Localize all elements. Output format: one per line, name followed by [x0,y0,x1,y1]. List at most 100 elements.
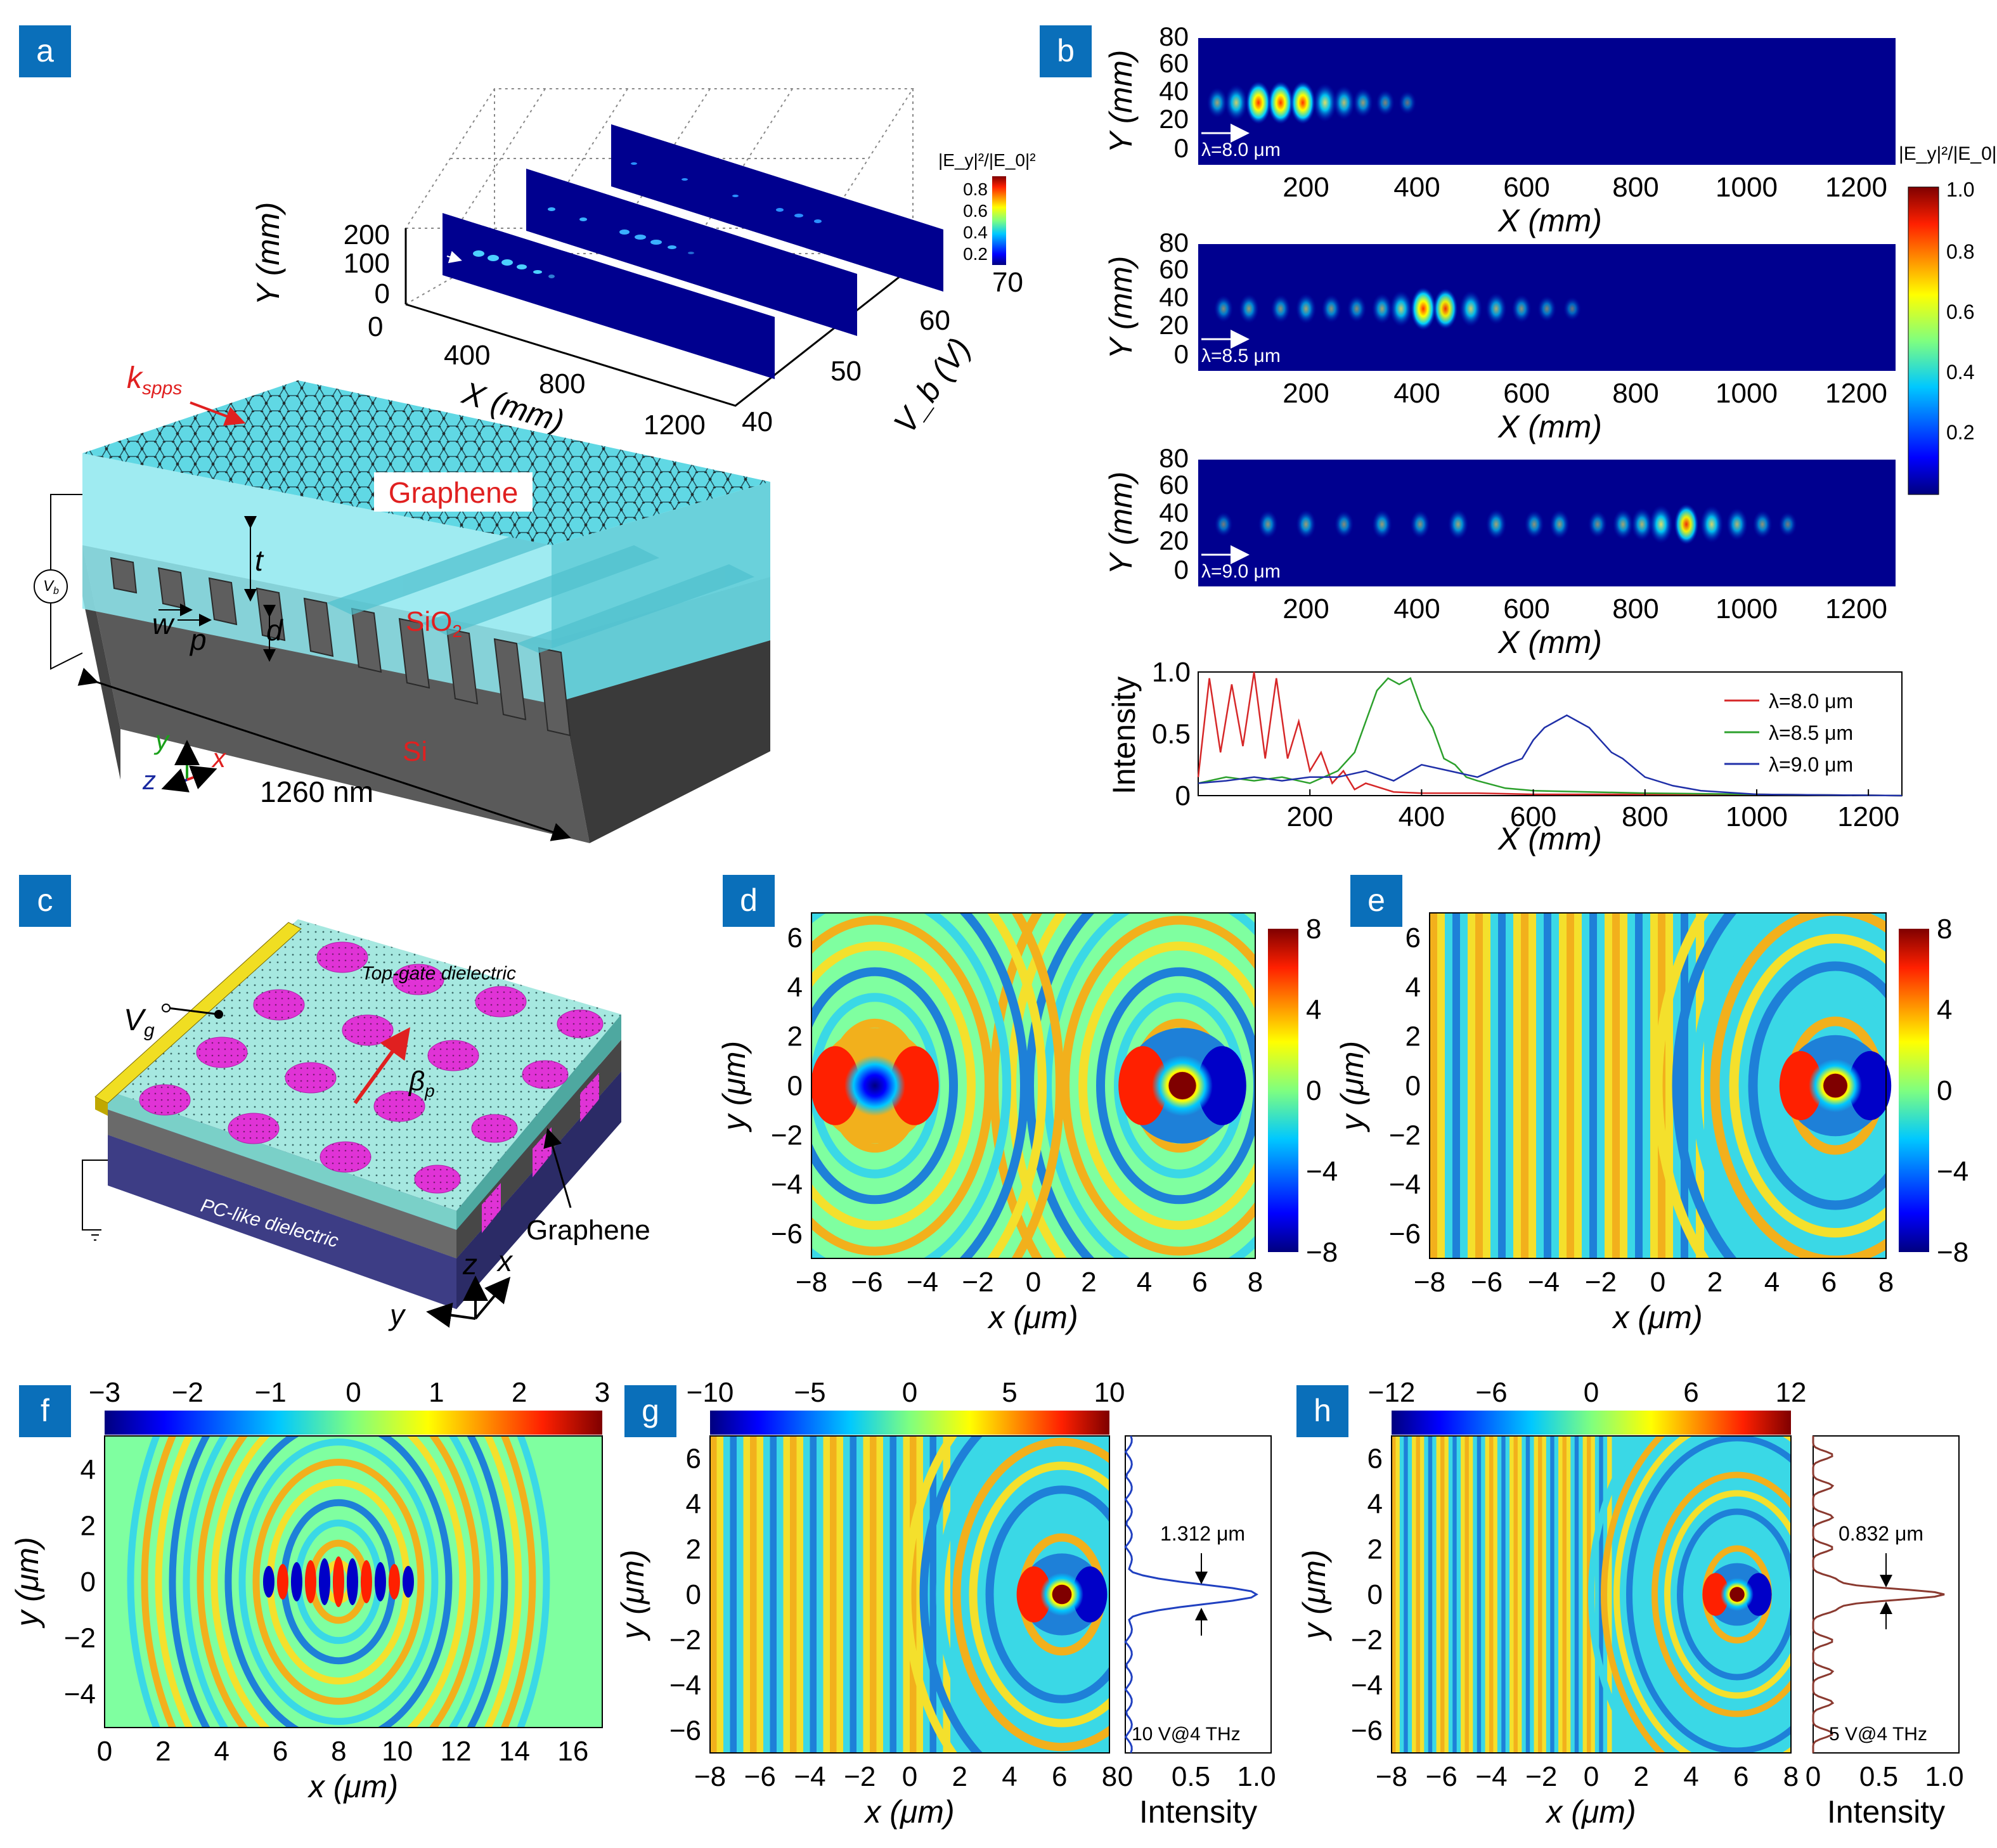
b-map-spot [1537,295,1556,322]
g-cbtick: 5 [1002,1377,1017,1408]
h-cbtick: 6 [1683,1377,1698,1408]
panel-g-label: g [642,1393,659,1428]
a-zlabel: V_b (V) [887,332,978,440]
a-colorbar [992,176,1006,265]
b-cbtick: 1.0 [1946,178,1974,201]
c-axis-x: x [496,1244,514,1277]
e-cbtick: −8 [1937,1237,1968,1268]
b-ytick: 0 [1174,133,1189,163]
stripe [850,1436,857,1753]
h-profile-xtick: 1.0 [1925,1761,1963,1792]
stripe [1501,1436,1506,1753]
b-ytick: 20 [1159,526,1189,555]
stripe [910,1436,917,1753]
f-cbtick: 0 [346,1377,361,1408]
a-xtick: 400 [444,340,490,371]
b-ylabel: Y (mm) [1103,50,1139,153]
h-xtick: 8 [1783,1761,1799,1792]
f-xtick: 2 [155,1736,171,1767]
b-map-spot [1410,510,1430,539]
plot-frame [104,1435,603,1728]
vg-label: Vg [124,1004,155,1041]
d-xtick: 6 [1192,1267,1207,1298]
stripe [823,1436,830,1753]
stripe [1528,913,1537,1258]
stripe [1582,913,1590,1258]
b-map-spot [1524,510,1544,539]
beta-label: βp [408,1066,435,1101]
focus-lobe [1849,1050,1892,1121]
b-map-spot [1631,508,1653,541]
wave-front [155,1436,522,1728]
h-profile-line [1812,1435,1945,1754]
stripe [1627,913,1636,1258]
b-xtick: 800 [1612,378,1658,409]
stripe [1445,913,1453,1258]
e-ytick: −4 [1389,1169,1421,1200]
stripe [1493,1436,1498,1753]
plot-frame [1429,912,1887,1259]
e-xtick: 8 [1878,1267,1894,1298]
e-xtick: −6 [1471,1267,1503,1298]
a-ytick: 100 [344,248,390,279]
stripe [1416,1436,1421,1753]
a-ztick: 40 [742,406,773,437]
d-cbtick: 0 [1306,1075,1321,1106]
stripe [1554,1436,1560,1753]
b-colorbar-label: |E_y|²/|E_0|² [1899,143,1997,164]
g-xtick: −8 [694,1761,726,1792]
stripe [1497,1436,1503,1753]
h-cbtick: 0 [1584,1377,1599,1408]
stripe [843,1436,851,1753]
b-ylabel: Y (mm) [1103,256,1139,359]
b-map-spot [1239,294,1259,324]
b-xtick: 200 [1283,172,1329,203]
stripe [750,1436,758,1753]
h-xtick: −2 [1525,1761,1557,1792]
stripe [1522,1436,1527,1753]
h-xtick: 2 [1634,1761,1649,1792]
d-cbtick: −4 [1306,1156,1338,1187]
length-arrow [77,668,571,841]
f-ytick: 0 [81,1567,96,1598]
b-ytick: 40 [1159,498,1189,527]
stripe [1473,1436,1478,1753]
e-ytick: −6 [1389,1218,1421,1250]
f-cbtick: −2 [172,1377,204,1408]
stripe [1444,1436,1449,1753]
f-xtick: 12 [441,1736,472,1767]
b-ytick: 80 [1159,22,1189,51]
b-xtick: 1200 [1825,593,1887,624]
wave-front [1664,1490,1791,1699]
stripe [883,1436,891,1753]
g-profile-xtick: 1.0 [1237,1761,1276,1792]
wave-front [127,1436,550,1728]
stripe [796,1436,804,1753]
h-cbtick: −6 [1475,1377,1507,1408]
wave-front [210,1436,467,1728]
f-lobe [402,1566,414,1598]
a-colorbar-label: |E_y|²/|E_0|² [938,150,1036,170]
stripe [1485,1436,1490,1753]
a-cbtick: 0.4 [963,223,988,242]
f-cbtick: 2 [512,1377,527,1408]
f-xtick: 14 [499,1736,530,1767]
stripe [896,1436,904,1753]
h-xtick: −8 [1376,1761,1407,1792]
stripe [1412,1436,1417,1753]
stripe [1546,1436,1551,1753]
g-profile-xtick: 0 [1118,1761,1133,1792]
stripe [1440,1436,1445,1753]
b-xtick: 400 [1393,172,1440,203]
a-xtick: 1200 [643,410,706,441]
d-ylabel: y (μm) [716,1041,752,1132]
f-xtick: 6 [273,1736,288,1767]
b-xtick: 400 [1393,378,1440,409]
stripe [1505,1436,1511,1753]
stripe [763,1436,771,1753]
wave-front [952,1437,1109,1752]
d-xtick: −8 [796,1267,827,1298]
b-lambda-label: λ=8.0 μm [1201,139,1281,160]
h-xtick: −6 [1426,1761,1457,1792]
